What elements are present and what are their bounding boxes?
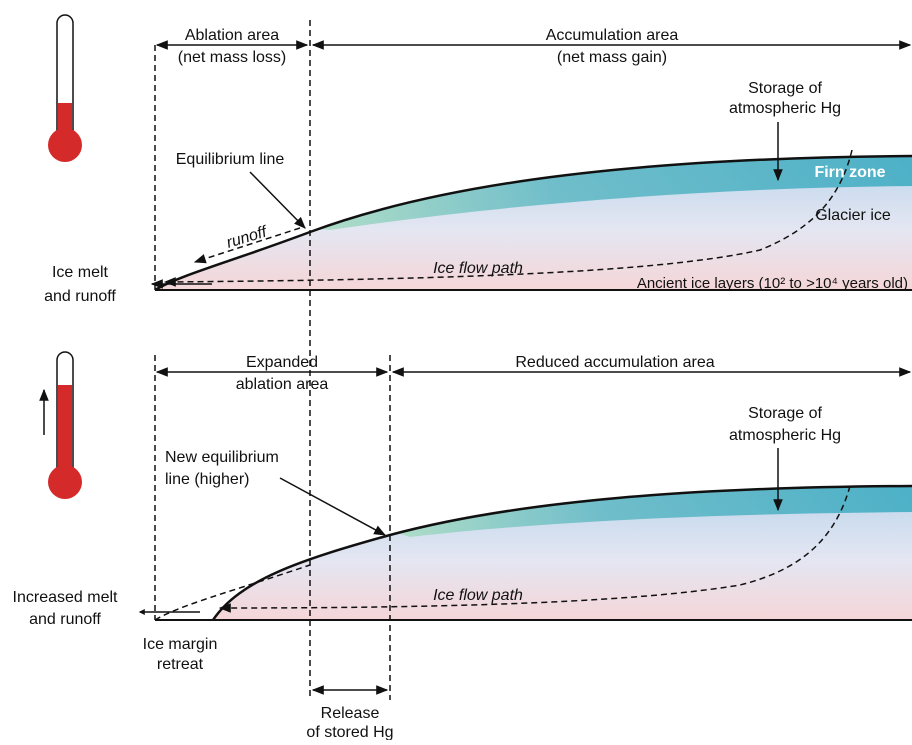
thermometer-warmer [44,352,82,499]
label: Ice flow path [433,587,523,604]
label: atmospheric Hg [729,427,841,444]
thermometer [48,15,82,162]
label: and runoff [29,611,101,628]
label: Accumulation area [546,27,679,44]
glacier-top [155,156,912,290]
label: runoff [225,223,271,252]
label: Ancient ice layers (10² to >10⁴ years ol… [637,275,908,292]
label: Ice melt [52,264,109,281]
label: (net mass loss) [178,49,286,66]
label: Storage of [748,80,822,97]
label: Firn zone [814,164,885,181]
label: ablation area [236,376,329,393]
label: of stored Hg [306,724,393,740]
label: line (higher) [165,471,249,488]
label: retreat [157,656,204,673]
label: Reduced accumulation area [515,354,714,371]
label: Ice flow path [433,260,523,277]
label: Expanded [246,354,318,371]
label: Glacier ice [815,207,891,224]
label: Ice margin [143,636,218,653]
label: and runoff [44,288,116,305]
pointer [280,478,385,535]
label: Release [321,705,380,722]
label: Equilibrium line [176,151,285,168]
label: atmospheric Hg [729,100,841,117]
label: (net mass gain) [557,49,667,66]
diagram: Ablation area (net mass loss) Accumulati… [0,0,912,740]
pointer [250,172,305,228]
label: Increased melt [13,589,118,606]
label: Storage of [748,405,822,422]
label: New equilibrium [165,449,279,466]
label: Ablation area [185,27,279,44]
glacier-bottom [155,486,912,620]
